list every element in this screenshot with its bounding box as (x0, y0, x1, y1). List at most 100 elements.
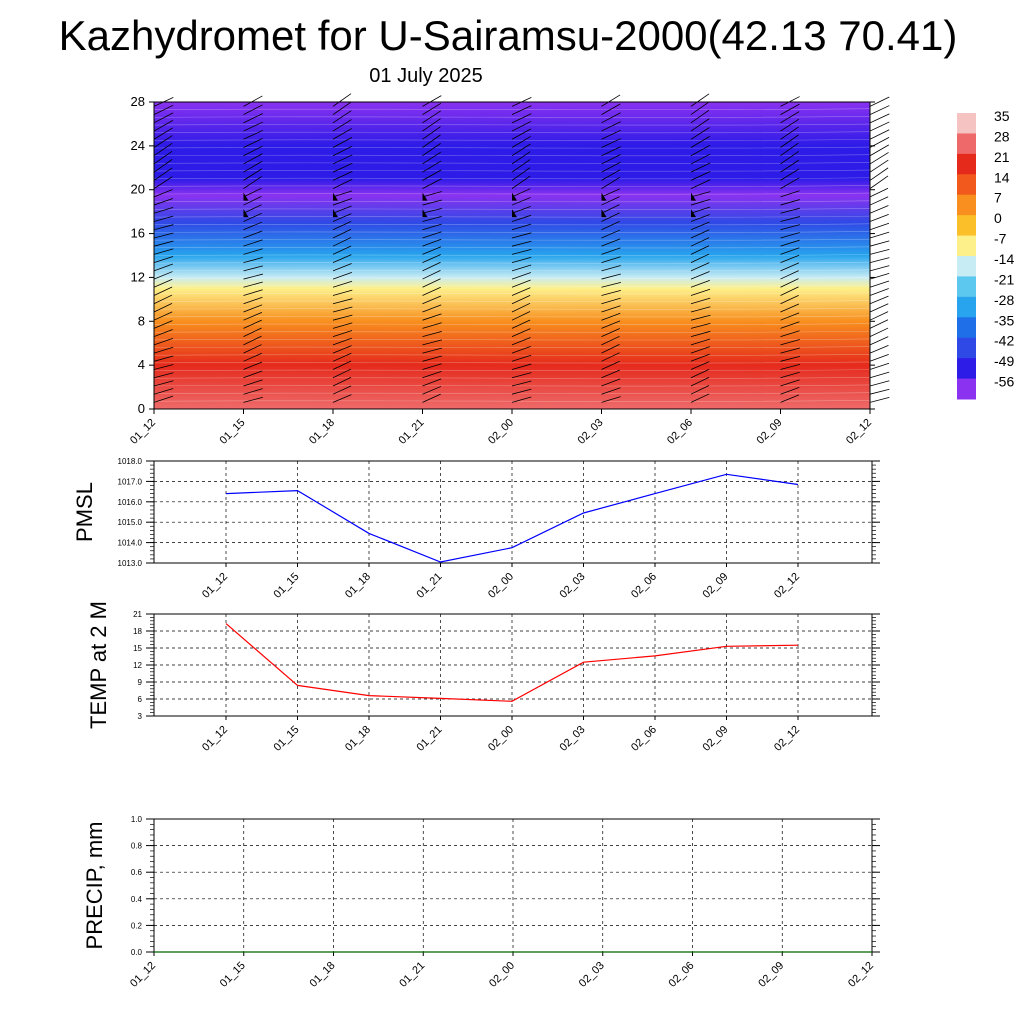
colorbar-label: 21 (994, 149, 1010, 165)
wind-barb (422, 322, 442, 329)
temperature-field (154, 102, 870, 409)
y-tick-label: 0.4 (131, 895, 143, 904)
wind-barb (869, 311, 889, 321)
wind-barb (153, 329, 173, 338)
wind-barb (153, 150, 173, 165)
wind-barb (869, 213, 889, 222)
wind-barb (422, 151, 442, 165)
y-tick-label: 12 (133, 661, 142, 670)
wind-barb (243, 95, 263, 107)
wind-barb (243, 361, 263, 370)
wind-pennant (243, 209, 249, 218)
colorbar-label: -35 (994, 312, 1014, 328)
wind-barb (422, 355, 442, 362)
wind-barb (869, 121, 890, 132)
wind-barb (780, 364, 800, 370)
wind-barb (869, 257, 890, 264)
wind-pennant (691, 209, 696, 218)
wind-barb (243, 153, 263, 165)
wind-barb (601, 289, 621, 296)
wind-barb (332, 170, 353, 181)
wind-barb (422, 261, 441, 272)
x-tick-label: 02_03 (558, 571, 588, 601)
contour-line (153, 123, 871, 126)
wind-barb (422, 118, 441, 132)
contour-line (153, 377, 871, 379)
wind-barb (601, 387, 621, 395)
wind-barb (780, 247, 800, 255)
wind-barb (601, 94, 621, 107)
y-tick-label: 1016.0 (118, 498, 143, 507)
wind-barb (422, 215, 442, 222)
wind-barb (511, 188, 531, 198)
y-tick-label: 0.8 (131, 842, 143, 851)
wind-barb (153, 224, 174, 231)
wind-pennant (512, 209, 517, 218)
wind-barb (511, 128, 532, 140)
wind-barb (601, 265, 621, 272)
wind-barb (869, 303, 889, 313)
wind-barb (511, 167, 531, 181)
x-tick-label: 01_18 (307, 417, 337, 447)
wind-barb (332, 128, 352, 140)
wind-barb (601, 212, 620, 222)
page-title: Kazhydromet for U-Sairamsu-2000(42.13 70… (58, 12, 958, 59)
contour-line (153, 307, 871, 310)
x-tick-label: 01_21 (397, 960, 427, 990)
wind-barb (422, 199, 442, 206)
wind-barb (153, 271, 173, 280)
wind-barb (511, 256, 532, 264)
contour-line (153, 238, 871, 241)
contour-line (153, 116, 871, 118)
wind-barb (243, 176, 262, 189)
wind-barb (332, 101, 352, 115)
x-tick-label: 01_15 (272, 724, 302, 754)
colorbar-label: -49 (994, 353, 1014, 369)
wind-barb (690, 288, 711, 296)
x-tick-label: 02_06 (667, 960, 697, 990)
wind-barb (601, 169, 621, 181)
colorbar-swatch (957, 174, 976, 196)
contour-line (153, 146, 871, 149)
colorbar-swatch (957, 296, 976, 318)
wind-barb (869, 159, 889, 173)
wind-barb (422, 110, 442, 124)
wind-barb (780, 134, 799, 148)
wind-barb (780, 270, 799, 280)
wind-barb (243, 319, 262, 329)
wind-barb (332, 205, 352, 214)
wind-barb (869, 187, 889, 198)
wind-barb (243, 168, 263, 181)
wind-barb (332, 322, 353, 329)
wind-barb (332, 213, 352, 222)
wind-barb (243, 121, 264, 132)
wind-barb (422, 363, 442, 370)
wind-barb (511, 345, 531, 354)
wind-barb (332, 93, 352, 107)
wind-barb (332, 245, 352, 255)
colorbar-swatch (957, 256, 976, 277)
x-tick-label: 02_09 (701, 724, 731, 754)
wind-barb (243, 304, 263, 313)
y-tick-label: 1.0 (131, 815, 143, 824)
contour-line (153, 292, 871, 295)
wind-barb (601, 204, 620, 214)
colorbar-swatch (957, 276, 976, 298)
wind-barb (243, 196, 262, 206)
wind-barb (601, 344, 620, 354)
wind-barb (511, 302, 531, 313)
x-tick-label: 01_21 (397, 417, 427, 447)
wind-barb (243, 296, 263, 305)
wind-barb (690, 136, 710, 148)
wind-barb (690, 245, 710, 255)
wind-barb (601, 121, 621, 132)
contour-line (153, 261, 871, 264)
wind-pennant (422, 192, 428, 201)
wind-barb (153, 159, 173, 173)
wind-barb (869, 319, 889, 329)
y-tick-label: 0 (138, 401, 145, 416)
wind-barb (422, 270, 441, 280)
wind-barb (511, 143, 531, 157)
wind-barb (422, 286, 441, 296)
wind-barb (332, 237, 352, 247)
